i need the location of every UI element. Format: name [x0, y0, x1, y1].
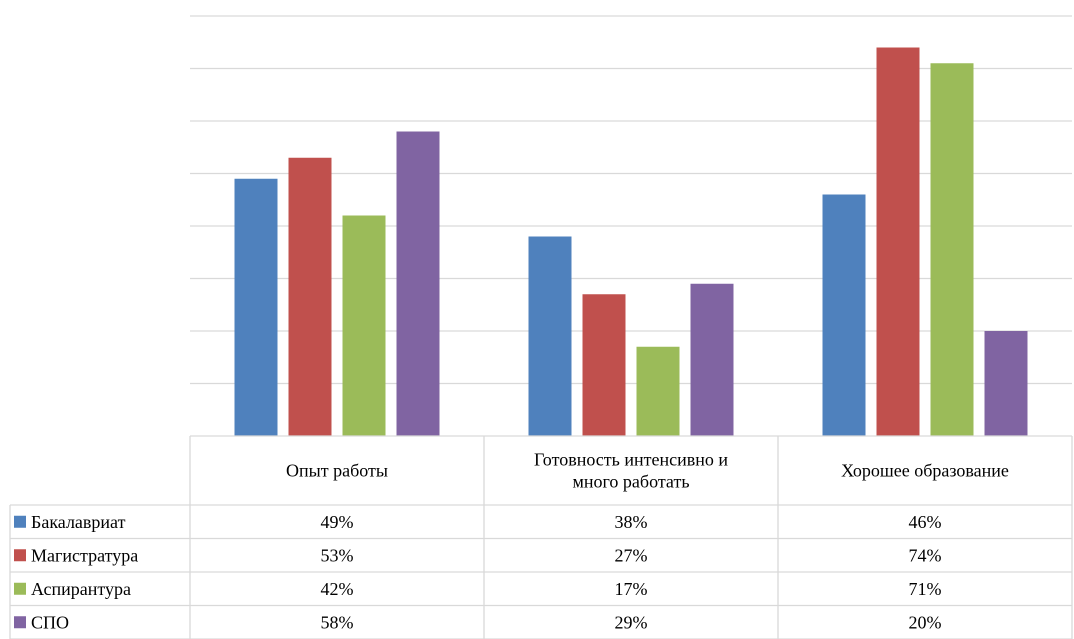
legend-swatch	[14, 515, 26, 528]
category-label: много работать	[572, 472, 689, 492]
data-table: Опыт работы Готовность интенсивно имного …	[9, 435, 1073, 639]
bar	[582, 294, 626, 436]
data-label: 46%	[909, 512, 942, 532]
category-label: Хорошее образование	[841, 461, 1009, 481]
bar	[876, 47, 920, 436]
legend-swatch	[14, 616, 26, 629]
data-label: 53%	[321, 545, 354, 565]
bars	[234, 47, 1028, 436]
bar	[636, 346, 680, 436]
bar	[690, 283, 734, 436]
gridlines	[190, 15, 1072, 385]
data-label: 42%	[321, 579, 354, 599]
bar	[288, 157, 332, 436]
bar	[984, 331, 1028, 436]
bar	[930, 63, 974, 436]
bar	[342, 215, 386, 436]
bar	[396, 131, 440, 436]
data-label: 27%	[615, 545, 648, 565]
category-label: Готовность интенсивно и	[534, 450, 728, 470]
data-label: 49%	[321, 512, 354, 532]
legend-swatch	[14, 582, 26, 595]
data-label: 38%	[615, 512, 648, 532]
data-label: 74%	[909, 545, 942, 565]
category-label: Опыт работы	[286, 461, 388, 481]
bar	[822, 194, 866, 436]
bar	[234, 178, 278, 436]
data-label: 58%	[321, 612, 354, 632]
legend-label: СПО	[31, 612, 69, 632]
bar	[528, 236, 572, 436]
data-label: 20%	[909, 612, 942, 632]
legend-label: Магистратура	[31, 545, 138, 565]
data-label: 17%	[615, 579, 648, 599]
legend-label: Бакалавриат	[31, 512, 126, 532]
data-label: 29%	[615, 612, 648, 632]
legend-swatch	[14, 549, 26, 562]
data-label: 71%	[909, 579, 942, 599]
legend-label: Аспирантура	[31, 579, 131, 599]
